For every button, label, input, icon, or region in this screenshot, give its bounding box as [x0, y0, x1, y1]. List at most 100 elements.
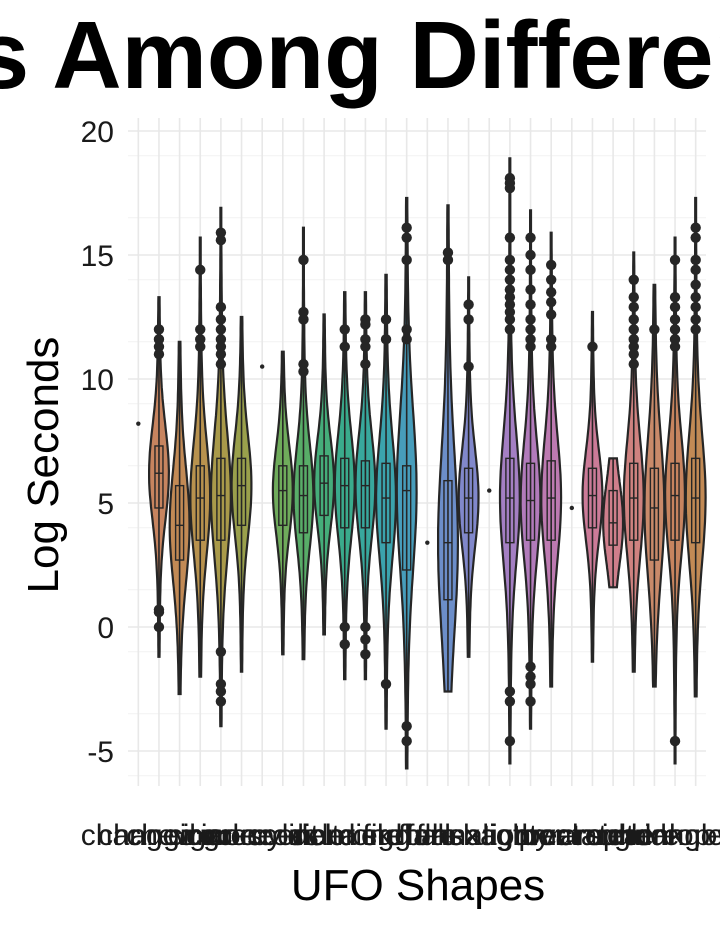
x-axis-title: UFO Shapes [291, 861, 545, 910]
outlier-point [215, 324, 227, 335]
outlier-point [628, 291, 639, 303]
outlier-point [504, 284, 516, 295]
x-tick-label: light [482, 819, 538, 852]
outlier-point [380, 314, 392, 325]
x-tick-label: crescent [205, 819, 319, 852]
violin-unknown [684, 196, 707, 698]
x-tick-label: round [575, 819, 652, 852]
outlier-point [525, 284, 536, 295]
violin-box [443, 479, 453, 601]
outlier-point [690, 301, 701, 313]
outlier-point [153, 324, 165, 335]
outlier-point [401, 222, 412, 233]
outlier-point [339, 324, 350, 335]
outlier-point [215, 227, 227, 238]
x-tick-label: changed [81, 819, 196, 852]
violin-box [216, 457, 226, 541]
outlier-point [690, 324, 701, 335]
outlier-point [545, 309, 557, 320]
outlier-point [215, 314, 227, 325]
x-tick-label: flare [398, 819, 456, 852]
outlier-point [690, 222, 701, 233]
outlier-point [360, 649, 371, 660]
violin-box [236, 457, 247, 527]
outlier-point [504, 274, 516, 285]
violin-rectangle [581, 310, 604, 663]
violin-changed [136, 421, 141, 426]
outlier-point [504, 314, 516, 325]
outlier-point [298, 366, 309, 377]
outlier-point [153, 341, 165, 352]
x-tick-label: rectangle [531, 819, 654, 852]
outlier-point [525, 299, 536, 310]
x-tick-label: teardrop [599, 819, 711, 852]
outlier-point [669, 334, 681, 345]
x-tick-label: circle [186, 819, 256, 852]
outlier-point [339, 341, 350, 352]
x-tick-label: changing [98, 819, 220, 852]
outlier-point [401, 735, 412, 747]
x-tick-label: diamond [287, 819, 402, 852]
outlier-point [504, 735, 516, 747]
outlier-point [628, 274, 639, 285]
violin-box [690, 457, 701, 544]
violins-layer [136, 157, 707, 770]
violin-fireball [395, 196, 418, 770]
violin-box [401, 465, 412, 571]
outlier-point [195, 334, 206, 345]
x-ticks: changedchangingchevroncigarcircleconecre… [81, 819, 720, 852]
violin-box [505, 457, 515, 544]
outlier-point [545, 287, 557, 298]
outlier-point [153, 334, 165, 345]
outlier-point [525, 249, 536, 261]
outlier-point [545, 274, 557, 285]
outlier-point [401, 334, 412, 345]
violin-box [629, 462, 639, 541]
outlier-point [463, 314, 474, 325]
violin-chevron [168, 340, 191, 696]
outlier-point [669, 324, 681, 335]
x-tick-label: pyramid [518, 819, 625, 852]
outlier-point [669, 291, 681, 303]
outlier-point [628, 301, 639, 313]
x-tick-label: triangle [626, 819, 720, 852]
violin-cross [271, 350, 294, 656]
outlier-point [649, 324, 660, 335]
y-tick-label: 15 [81, 240, 114, 273]
outlier-point [545, 259, 557, 271]
violin-box [340, 457, 350, 529]
outlier-point [504, 264, 516, 276]
violin-pyramid [569, 505, 575, 511]
x-tick-label: other [496, 819, 564, 852]
outlier-point [628, 349, 639, 360]
outlier-point [380, 334, 392, 345]
y-axis-title: Log Seconds [19, 337, 68, 594]
violin-circle [209, 206, 232, 728]
violin-box [670, 462, 680, 541]
y-tick-label: 10 [81, 364, 114, 397]
outlier-point [525, 324, 536, 335]
outlier-point [669, 254, 681, 266]
outlier-point [215, 696, 227, 707]
x-tick-label: delta [292, 819, 357, 852]
outlier-point [504, 299, 516, 310]
x-tick-label: cross [247, 819, 319, 852]
outlier-point [628, 334, 639, 345]
outlier-point [195, 341, 206, 352]
outlier-point [669, 735, 681, 747]
x-tick-label: fireball [362, 819, 450, 852]
outlier-point [215, 234, 227, 246]
outlier-point [215, 678, 227, 690]
outlier-point [360, 334, 371, 345]
outlier-point [215, 686, 227, 697]
outlier-point [401, 721, 412, 732]
outlier-point [380, 678, 392, 690]
violin-single-point [487, 488, 492, 493]
violin-oval [540, 231, 563, 688]
outlier-point [628, 358, 639, 370]
violin-cigar [189, 236, 212, 678]
violin-diamond [333, 291, 356, 681]
outlier-point [298, 314, 309, 325]
outlier-point [525, 678, 536, 690]
